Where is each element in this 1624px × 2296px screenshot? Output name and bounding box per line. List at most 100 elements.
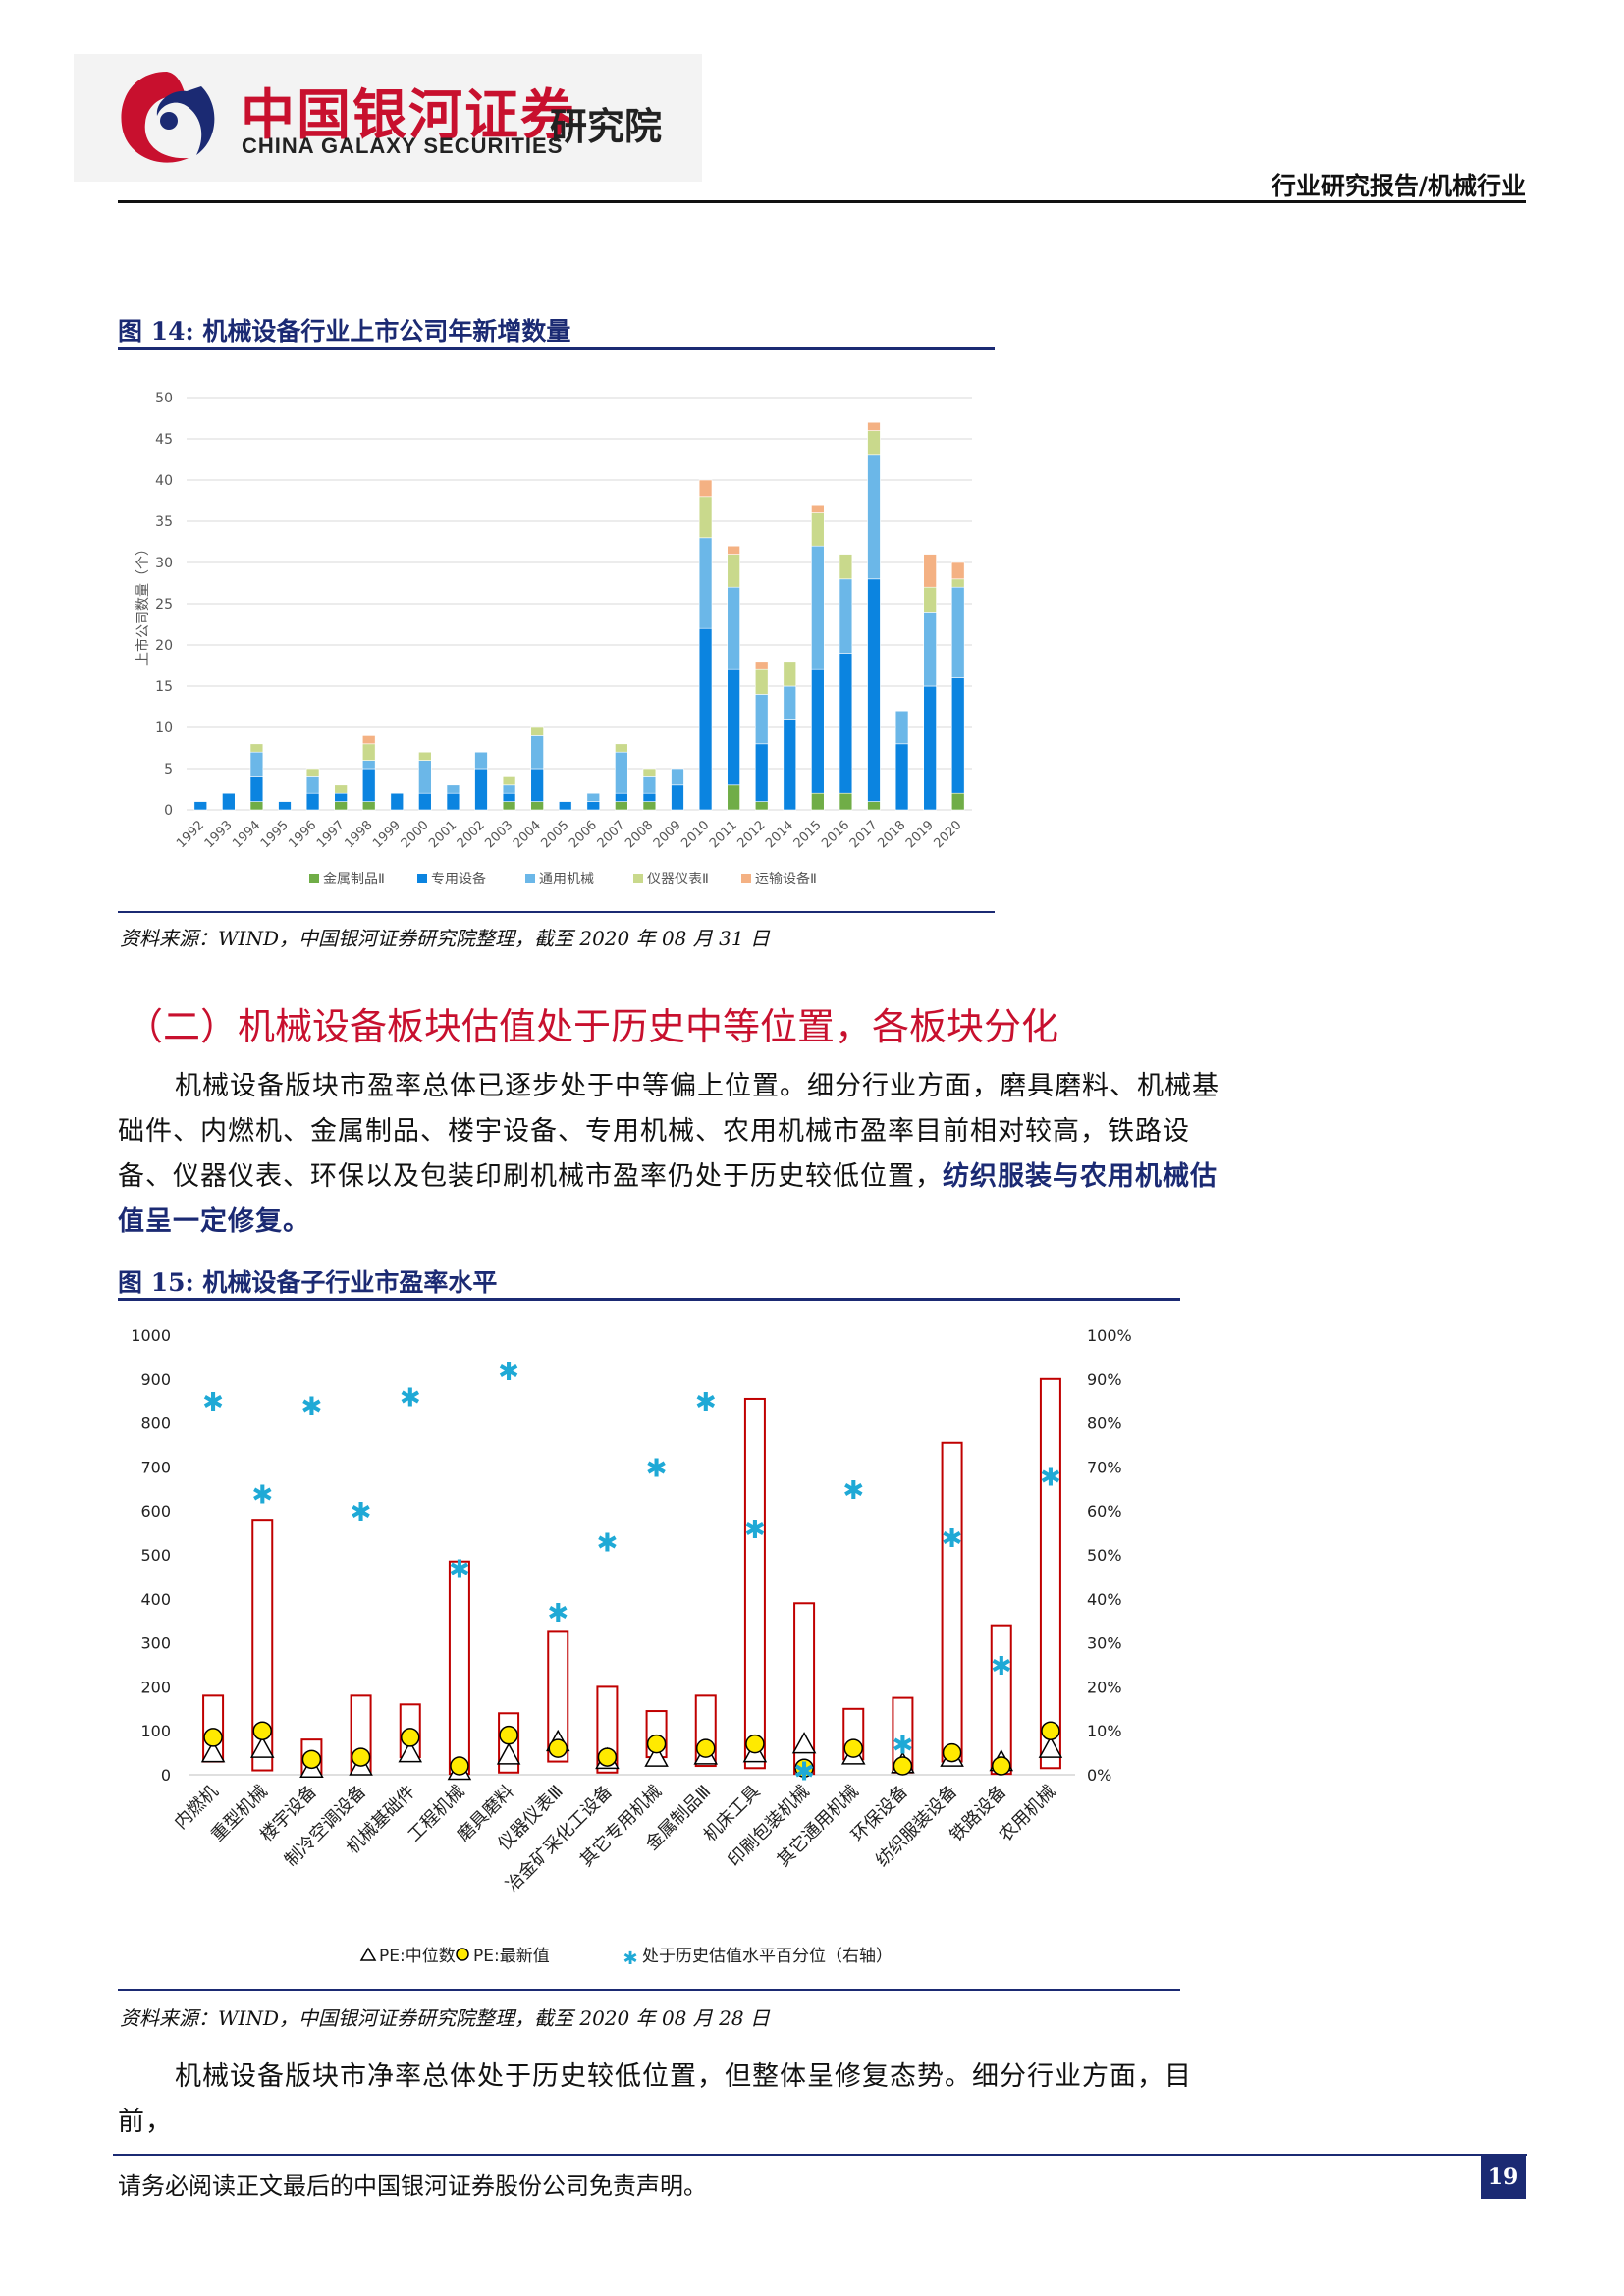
- percentile-asterisk-marker: ✱: [547, 1599, 568, 1629]
- bar-segment: [950, 578, 965, 588]
- x-tick-label: 2001: [426, 818, 460, 851]
- latest-circle-marker: [401, 1728, 420, 1747]
- header-divider: [118, 200, 1526, 203]
- bar-segment: [754, 668, 769, 695]
- x-tick-label: 2014: [763, 818, 796, 851]
- legend-swatch: [417, 874, 427, 883]
- bar-segment: [334, 801, 348, 811]
- x-tick-label: 2002: [455, 818, 488, 851]
- x-tick-label: 2016: [819, 818, 852, 851]
- report-type: 行业研究报告/机械行业: [1271, 172, 1526, 200]
- pe-range-bar: [251, 1519, 274, 1772]
- x-tick-label: 2003: [482, 818, 515, 851]
- bar-segment: [867, 421, 881, 431]
- x-tick-label: 2007: [595, 818, 628, 851]
- bar-segment: [839, 578, 853, 654]
- y-tick-label: 20: [155, 638, 173, 654]
- bar-segment: [418, 751, 432, 761]
- footer-disclaimer: 请务必阅读正文最后的中国银河证券股份公司免责声明。: [118, 2172, 707, 2200]
- bar-segment: [586, 801, 601, 811]
- bar-segment: [923, 586, 937, 613]
- percentile-asterisk-marker: ✱: [695, 1388, 717, 1417]
- x-tick-label: 1995: [258, 818, 292, 851]
- bar-segment: [615, 751, 628, 794]
- percentile-asterisk-marker: ✱: [942, 1524, 963, 1554]
- legend-swatch: [309, 874, 319, 883]
- percentile-asterisk-marker: ✱: [400, 1384, 421, 1414]
- y-tick-label: 0: [164, 803, 173, 819]
- y-axis-label: 上市公司数量（个）: [135, 542, 151, 666]
- latest-circle-marker: [351, 1747, 371, 1767]
- y-tick-label: 35: [155, 514, 173, 530]
- bar-segment: [615, 792, 628, 802]
- median-triangle-marker: [791, 1732, 817, 1754]
- percentile-asterisk-marker: ✱: [202, 1388, 224, 1417]
- percentile-asterisk-marker: ✱: [646, 1454, 668, 1483]
- y-tick-label: 45: [155, 432, 173, 448]
- bar-segment: [334, 792, 348, 802]
- latest-circle-marker: [843, 1738, 863, 1758]
- percentile-asterisk-marker: ✱: [842, 1476, 864, 1506]
- bar-segment: [361, 743, 376, 761]
- bar-segment: [361, 768, 376, 802]
- pe-range-bar: [448, 1560, 470, 1776]
- latest-circle-marker: [548, 1738, 568, 1758]
- bar-segment: [671, 768, 684, 786]
- bar-segment: [811, 512, 825, 547]
- bar-segment: [811, 668, 825, 794]
- bar-segment: [867, 578, 881, 802]
- bar-segment: [811, 545, 825, 670]
- x-tick-label: 2017: [847, 818, 881, 851]
- bar-segment: [727, 586, 740, 670]
- bar-segment: [502, 784, 516, 794]
- bar-segment: [305, 776, 320, 794]
- bar-segment: [334, 784, 348, 794]
- bar-segment: [950, 561, 965, 580]
- paragraph-bold-text: 纺织服装与农用机械估值呈一定修复。: [118, 1161, 1218, 1237]
- percentile-asterisk-marker: ✱: [251, 1480, 273, 1510]
- x-tick-label: 1997: [314, 818, 348, 851]
- bar-segment: [867, 454, 881, 580]
- pe-range-bar: [547, 1630, 569, 1763]
- bar-segment: [698, 479, 713, 498]
- y-tick-label: 25: [155, 597, 173, 613]
- x-tick-label: 2012: [735, 818, 769, 851]
- latest-circle-marker: [1041, 1721, 1060, 1740]
- pe-range-bar: [596, 1685, 619, 1774]
- bar-segment: [530, 726, 544, 736]
- figure14-bottom-rule: [118, 911, 995, 913]
- bar-segment: [727, 554, 740, 588]
- legend-label: 仪器仪表Ⅱ: [647, 872, 709, 887]
- legend-label: PE:最新值: [473, 1947, 550, 1966]
- x-tick-label: 1996: [286, 818, 319, 851]
- x-tick-label: 2005: [539, 818, 572, 851]
- y2-tick-label: 0%: [1087, 1766, 1111, 1785]
- x-tick-label: 1994: [230, 818, 263, 851]
- legend-circle-icon: [456, 1948, 469, 1961]
- y-tick-label: 15: [155, 679, 173, 695]
- legend-label: PE:中位数: [379, 1947, 456, 1966]
- bar-segment: [249, 801, 264, 811]
- legend-swatch: [525, 874, 535, 883]
- x-tick-label: 1992: [174, 818, 207, 851]
- y-tick-label: 100: [140, 1722, 171, 1740]
- paragraph-normal-text: 机械设备版块市盈率总体已逐步处于中等偏上位置。细分行业方面，磨具磨料、机械基础件…: [118, 1071, 1219, 1192]
- latest-circle-marker: [942, 1742, 962, 1763]
- bar-segment: [754, 801, 769, 811]
- latest-circle-marker: [794, 1758, 814, 1779]
- logo-text-institute: 研究院: [550, 105, 663, 148]
- legend-triangle-icon: [359, 1947, 377, 1961]
- figure15-bottom-rule: [118, 1989, 1180, 1991]
- y-tick-label: 5: [164, 762, 173, 777]
- pe-range-bar: [694, 1694, 717, 1768]
- latest-circle-marker: [301, 1749, 322, 1770]
- legend-swatch: [741, 874, 751, 883]
- median-triangle-marker: [1038, 1735, 1063, 1758]
- bar-segment: [361, 735, 376, 745]
- percentile-asterisk-marker: ✱: [1040, 1463, 1061, 1492]
- y-tick-label: 50: [155, 391, 173, 406]
- bar-segment: [950, 586, 965, 678]
- footer-divider: [113, 2154, 1527, 2156]
- figure14-top-rule: [118, 347, 995, 350]
- bar-segment: [278, 801, 292, 811]
